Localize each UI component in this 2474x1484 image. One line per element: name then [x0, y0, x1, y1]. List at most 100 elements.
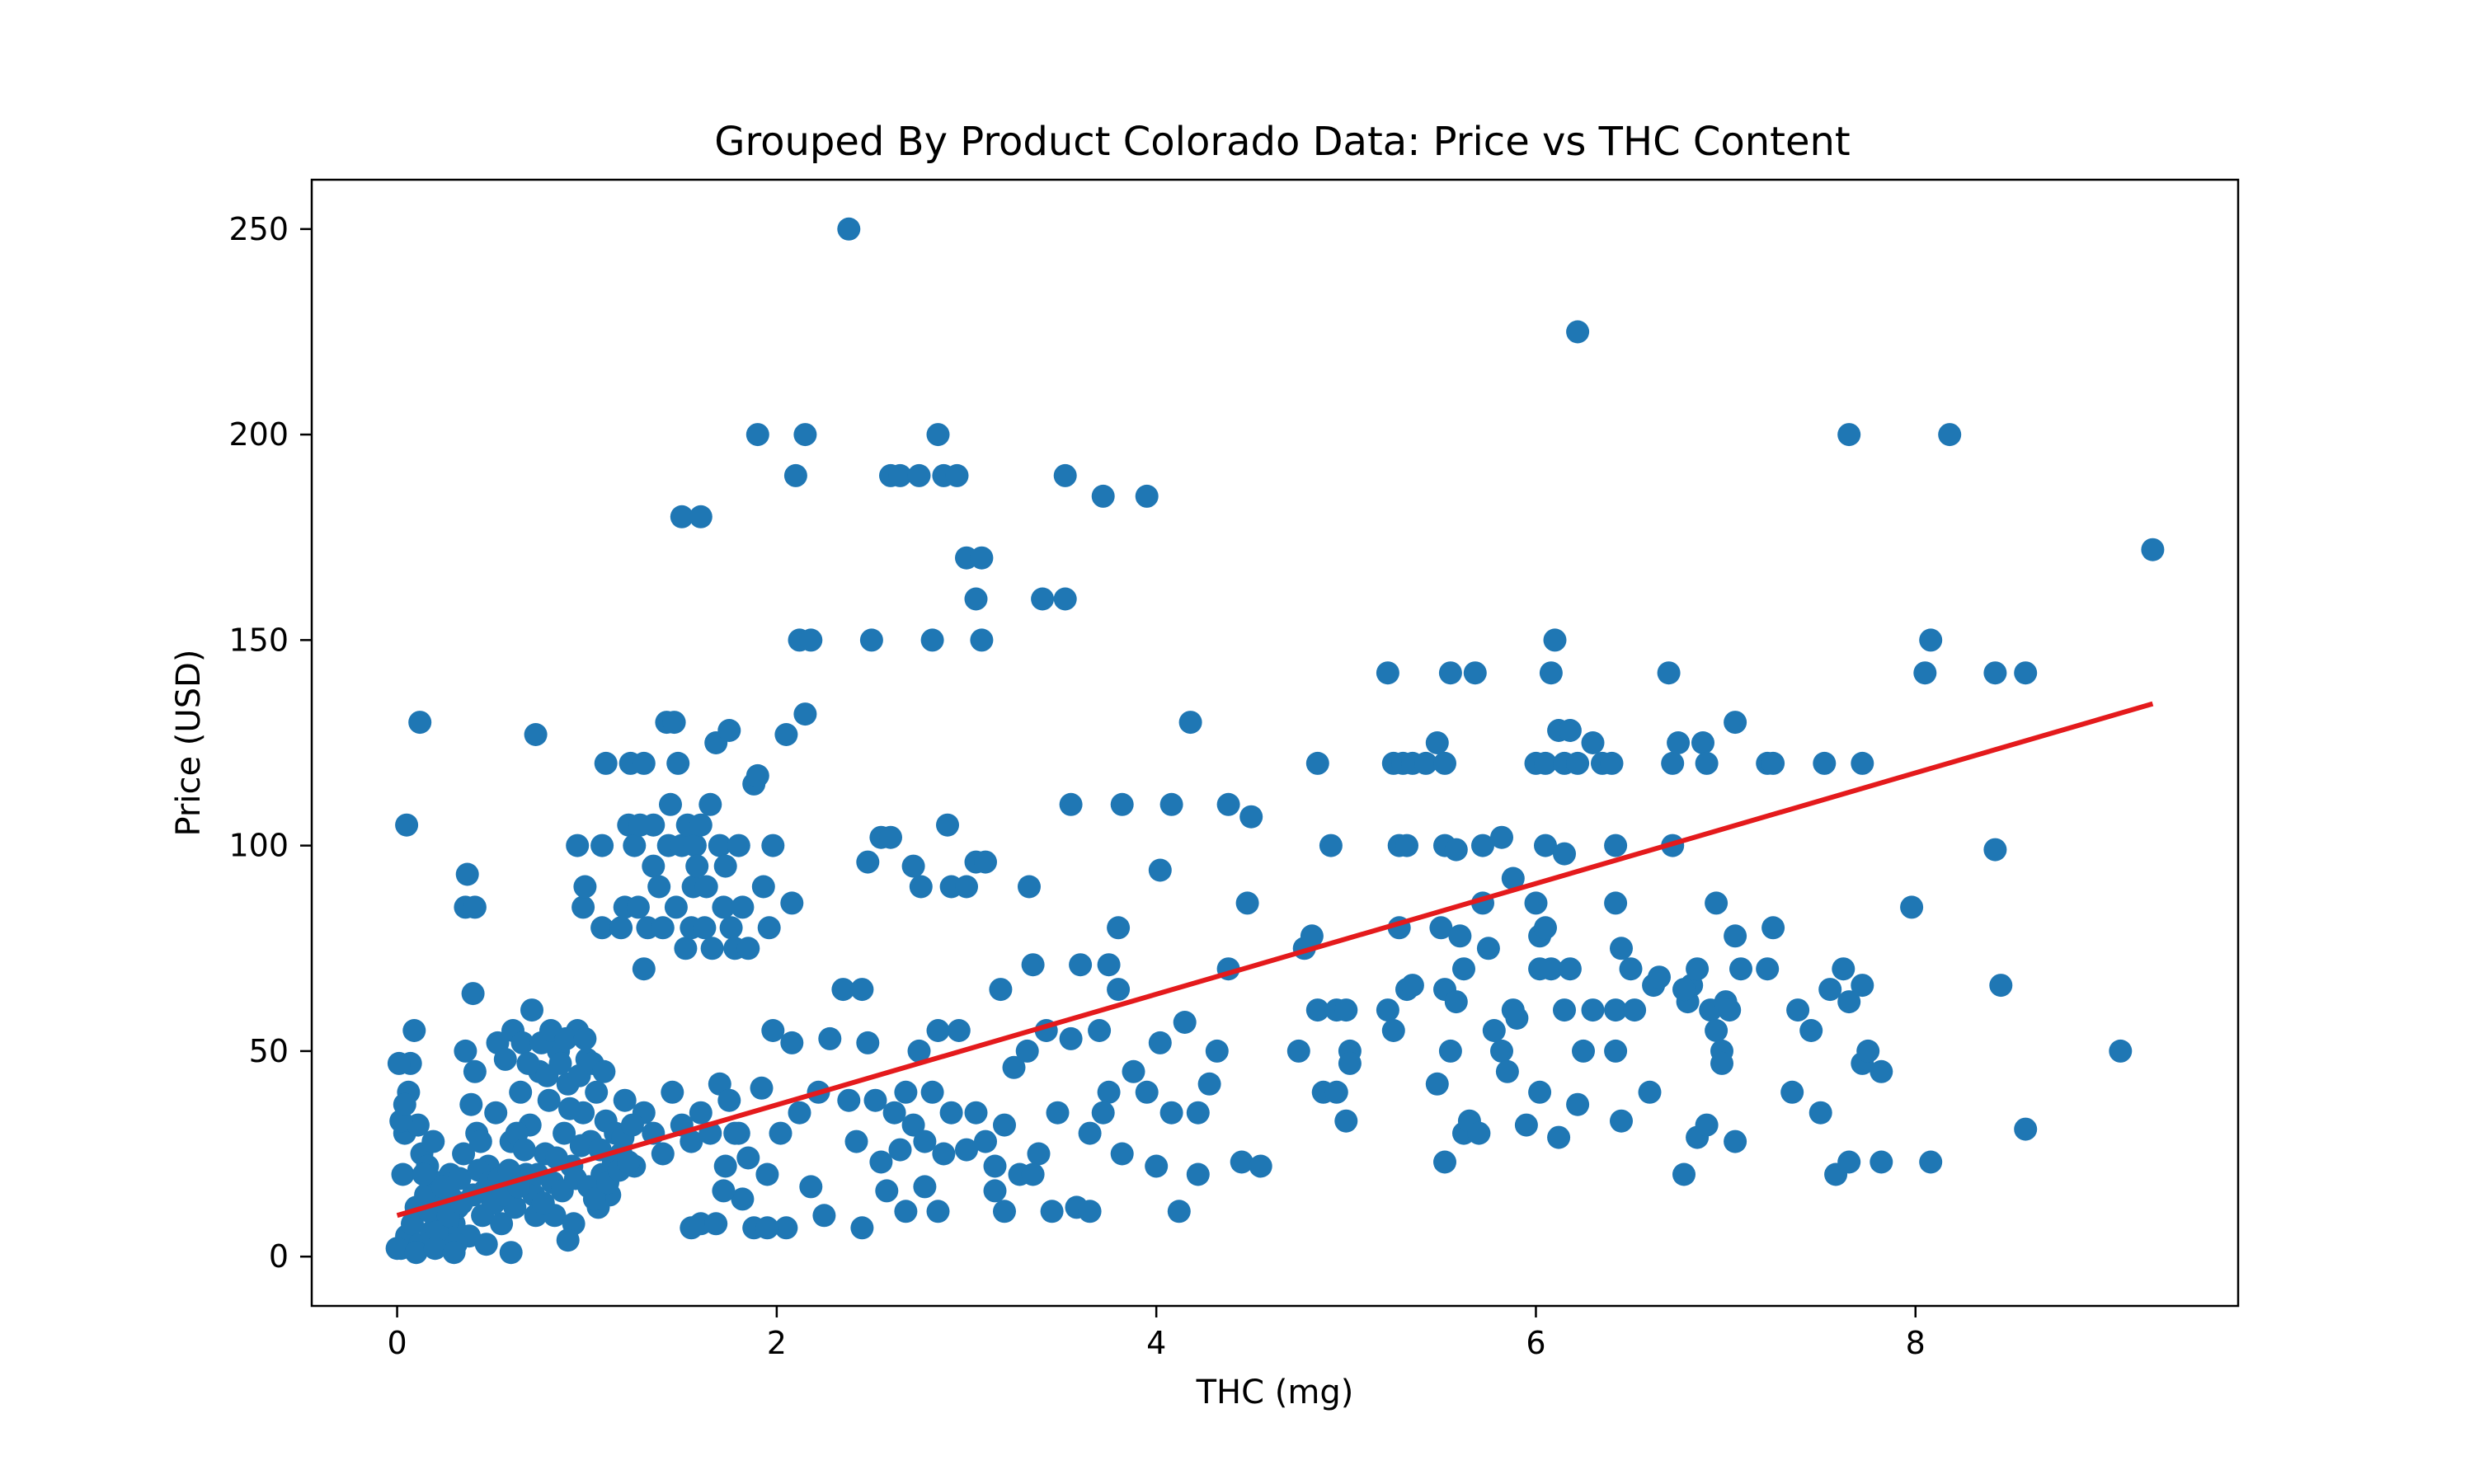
- scatter-point: [1018, 875, 1041, 899]
- scatter-point: [651, 1142, 675, 1166]
- scatter-point: [1235, 891, 1259, 915]
- scatter-point: [1027, 1142, 1051, 1166]
- scatter-point: [512, 1138, 536, 1162]
- scatter-point: [1691, 731, 1714, 754]
- scatter-point: [909, 875, 933, 899]
- scatter-point: [651, 916, 675, 940]
- scatter-point: [708, 834, 731, 857]
- scatter-point: [1148, 858, 1172, 882]
- scatter-point: [553, 1121, 576, 1145]
- scatter-point: [1604, 1039, 1628, 1063]
- scatter-point: [769, 1121, 793, 1145]
- scatter-point: [1667, 731, 1691, 754]
- scatter-point: [1452, 957, 1475, 981]
- scatter-point: [1444, 990, 1468, 1014]
- scatter-point: [408, 711, 432, 735]
- scatter-point: [1145, 1154, 1169, 1178]
- scatter-point: [850, 1216, 874, 1240]
- scatter-point: [617, 1150, 641, 1174]
- scatter-point: [1604, 834, 1628, 857]
- scatter-point: [736, 937, 760, 960]
- scatter-point: [1433, 1150, 1456, 1174]
- scatter-point: [1514, 1113, 1538, 1137]
- scatter-point: [1837, 990, 1861, 1014]
- scatter-point: [1107, 978, 1131, 1002]
- scatter-point: [712, 895, 736, 919]
- scatter-point: [818, 1026, 842, 1050]
- scatter-point: [1476, 937, 1500, 960]
- scatter-point: [647, 875, 671, 899]
- scatter-point: [1069, 953, 1093, 977]
- scatter-point: [1648, 965, 1671, 989]
- scatter-point: [774, 1216, 798, 1240]
- scatter-point: [1471, 834, 1494, 857]
- scatter-point: [421, 1129, 445, 1153]
- scatter-point: [913, 1129, 937, 1153]
- scatter-point: [582, 1187, 606, 1211]
- scatter-point: [2141, 538, 2165, 561]
- scatter-point: [761, 1019, 785, 1042]
- scatter-point: [1913, 661, 1937, 685]
- scatter-point: [1015, 1039, 1039, 1063]
- scatter-point: [1286, 1039, 1310, 1063]
- scatter-points: [385, 217, 2165, 1265]
- scatter-point: [524, 723, 548, 746]
- scatter-point: [901, 854, 925, 878]
- scatter-point: [1705, 1019, 1729, 1042]
- scatter-point: [659, 792, 682, 816]
- y-tick-label: 200: [228, 416, 289, 453]
- scatter-point: [901, 1113, 925, 1137]
- scatter-point: [1558, 719, 1582, 742]
- scatter-point: [1938, 423, 1962, 447]
- scatter-point: [1376, 998, 1399, 1022]
- scatter-point: [704, 1212, 728, 1236]
- scatter-point: [442, 1241, 466, 1265]
- y-tick-label: 0: [269, 1238, 289, 1275]
- scatter-point: [1604, 998, 1628, 1022]
- scatter-point: [1448, 924, 1472, 948]
- scatter-point: [1173, 1011, 1197, 1034]
- x-tick-label: 2: [767, 1325, 787, 1361]
- scatter-point: [1414, 751, 1437, 775]
- scatter-point: [1983, 838, 2007, 862]
- scatter-point: [448, 1167, 472, 1190]
- scatter-point: [1021, 953, 1045, 977]
- scatter-point: [717, 1088, 741, 1112]
- scatter-point: [1091, 1101, 1115, 1125]
- scatter-point: [632, 957, 656, 981]
- scatter-point: [1610, 937, 1633, 960]
- scatter-point: [788, 1101, 811, 1125]
- scatter-point: [1053, 587, 1077, 611]
- scatter-point: [712, 1179, 736, 1203]
- scatter-point: [1813, 751, 1837, 775]
- scatter-point: [1761, 916, 1785, 940]
- scatter-point: [620, 1113, 644, 1137]
- scatter-point: [1122, 1059, 1145, 1083]
- scatter-point: [761, 834, 785, 857]
- scatter-point: [713, 854, 737, 878]
- scatter-point: [907, 1039, 931, 1063]
- scatter-point: [920, 628, 944, 652]
- scatter-point: [1553, 998, 1576, 1022]
- scatter-point: [970, 546, 994, 570]
- scatter-point: [468, 1129, 492, 1153]
- scatter-point: [1705, 891, 1729, 915]
- scatter-point: [1249, 1154, 1272, 1178]
- scatter-point: [1989, 974, 2013, 998]
- scatter-point: [1623, 998, 1647, 1022]
- scatter-point: [888, 463, 912, 487]
- scatter-point: [689, 1101, 713, 1125]
- scatter-point: [926, 1200, 950, 1223]
- scatter-point: [423, 1237, 447, 1261]
- scatter-point: [1718, 998, 1742, 1022]
- scatter-point: [1159, 792, 1183, 816]
- scatter-point: [926, 423, 950, 447]
- scatter-point: [693, 916, 717, 940]
- scatter-point: [1186, 1162, 1210, 1186]
- scatter-point: [793, 702, 817, 726]
- scatter-point: [694, 875, 718, 899]
- scatter-point: [1686, 957, 1710, 981]
- scatter-point: [1178, 711, 1202, 735]
- scatter-point: [1216, 792, 1240, 816]
- scatter-point: [1319, 834, 1343, 857]
